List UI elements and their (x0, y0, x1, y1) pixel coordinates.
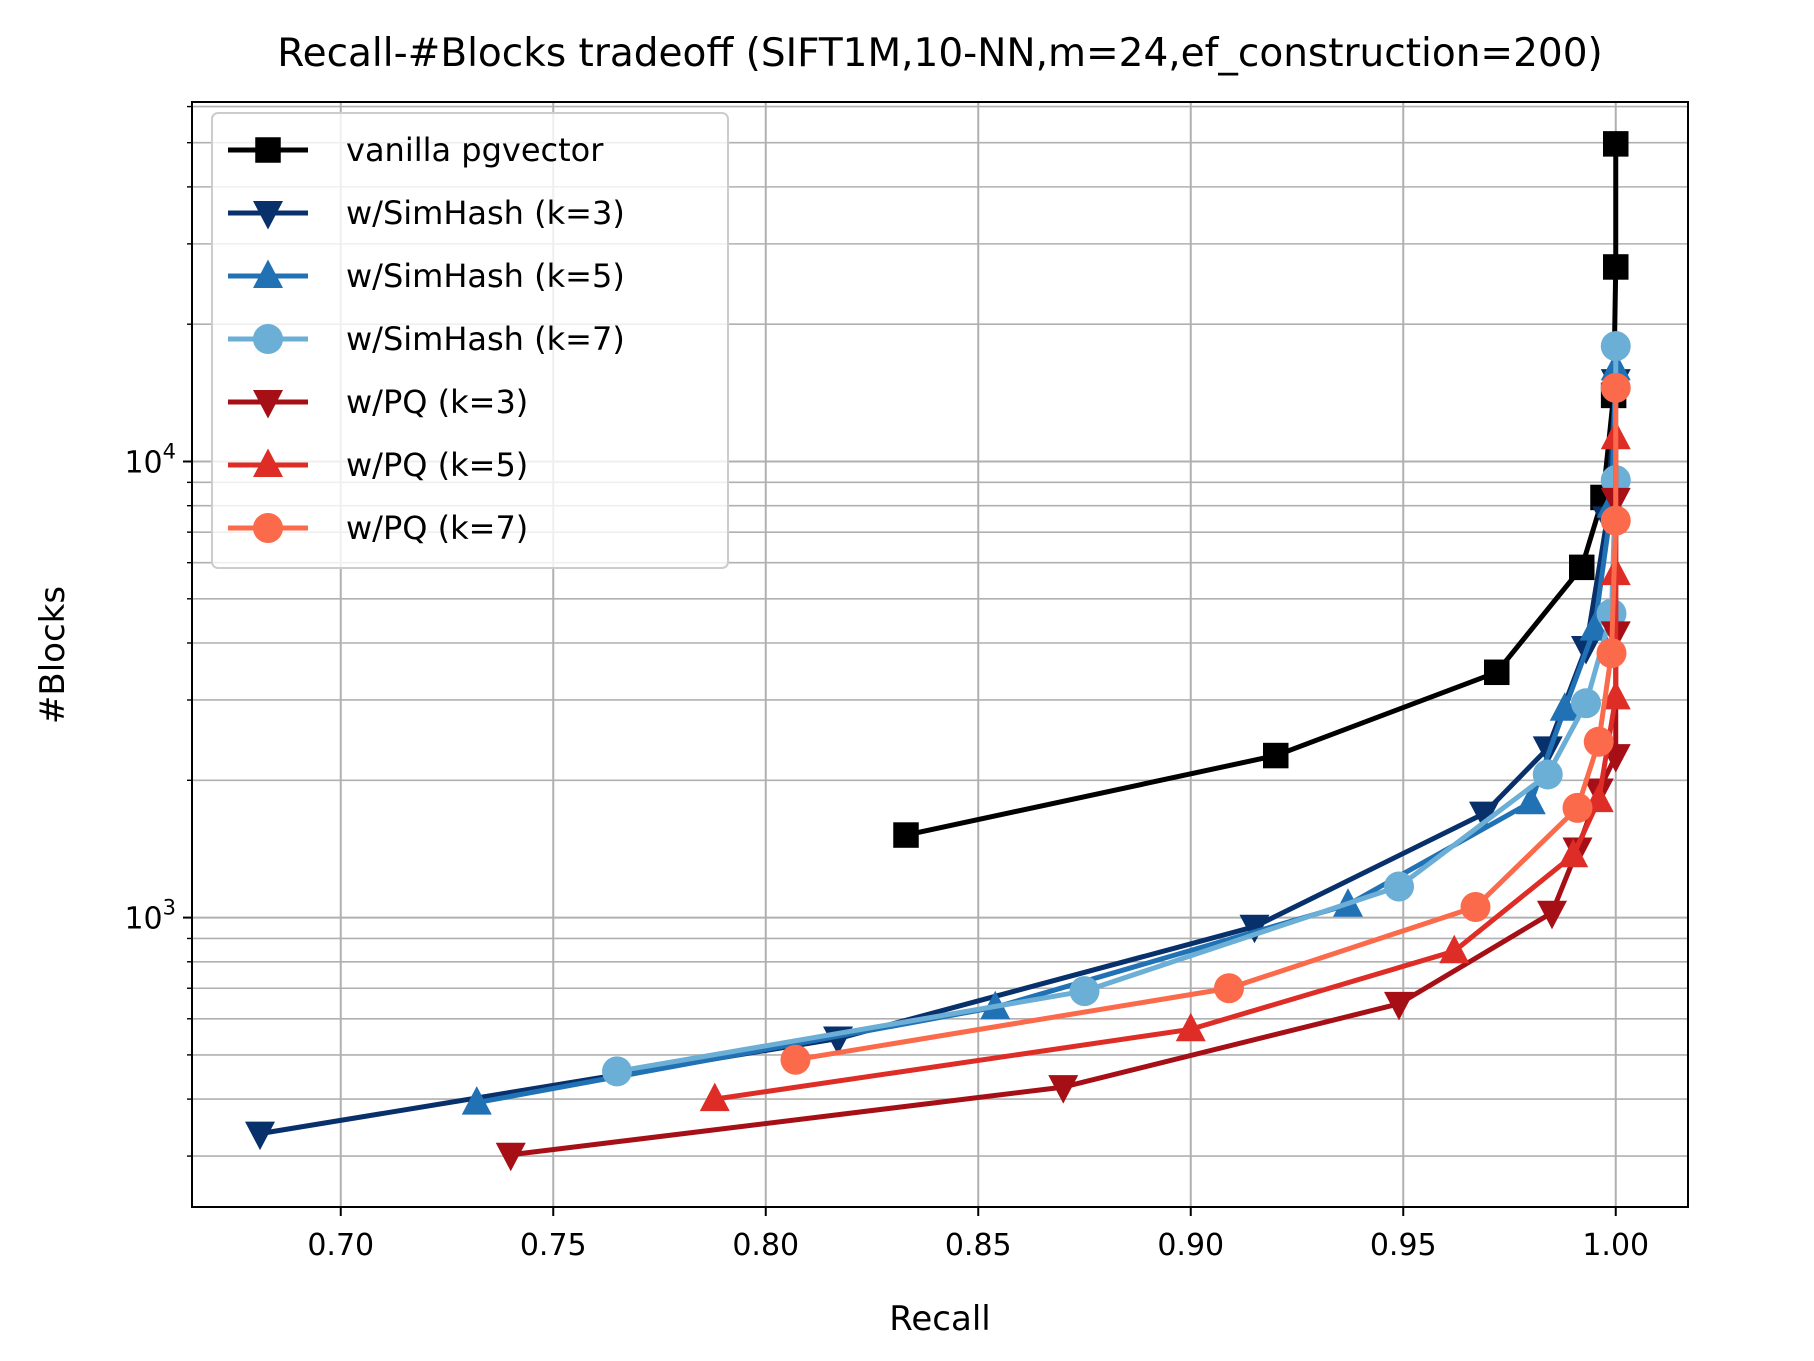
y-axis-label: #Blocks (33, 586, 73, 724)
circle-marker (1384, 871, 1414, 902)
legend: vanilla pgvector w/SimHash (k=3) w/SimHash… (211, 112, 729, 569)
triangle-up-marker (699, 1082, 730, 1112)
circle-marker (1460, 891, 1491, 922)
x-tick-label: 0.75 (520, 1228, 587, 1263)
y-tick-exponent: 4 (163, 439, 176, 463)
legend-label: vanilla pgvector (346, 131, 604, 169)
circle-marker (1596, 638, 1627, 669)
square-marker (893, 822, 919, 848)
grid (192, 102, 1688, 1207)
legend-label: w/SimHash (k=7) (346, 320, 625, 358)
y-tick-label: 104 (124, 439, 176, 480)
y-tick-label: 103 (124, 896, 176, 937)
triangle-up-marker (1439, 934, 1470, 964)
chart-title: Recall-#Blocks tradeoff (SIFT1M,10-NN,m=… (277, 31, 1603, 76)
triangle-down-marker (1239, 914, 1270, 944)
legend-label: w/PQ (k=5) (346, 446, 528, 484)
circle-marker (1600, 372, 1631, 403)
legend-item: vanilla pgvector (228, 131, 604, 169)
x-tick-label: 0.90 (1157, 1228, 1224, 1263)
legend-item: w/SimHash (k=5) (228, 257, 625, 295)
series-6 (780, 372, 1631, 1075)
square-marker (1603, 131, 1629, 157)
x-tick-label: 0.95 (1370, 1228, 1437, 1263)
circle-marker (1571, 688, 1601, 719)
circle-marker (1600, 331, 1631, 362)
legend-label: w/PQ (k=3) (346, 383, 528, 421)
legend-label: w/SimHash (k=5) (346, 257, 625, 295)
triangle-up-marker (253, 448, 283, 477)
series-layer (245, 131, 1631, 1172)
triangle-up-marker (1175, 1012, 1206, 1042)
series-line (795, 387, 1619, 1063)
x-axis-label: Recall (889, 1299, 990, 1339)
x-tick-label: 0.70 (307, 1228, 374, 1263)
x-tick-label: 0.85 (945, 1228, 1012, 1263)
triangle-up-marker (253, 259, 283, 288)
triangle-down-marker (245, 1121, 275, 1151)
legend-label: w/PQ (k=7) (346, 509, 528, 547)
series-line (905, 143, 1619, 838)
triangle-up-marker (1558, 838, 1589, 868)
circle-marker (1069, 976, 1100, 1007)
series-5 (699, 420, 1631, 1112)
square-marker (1569, 554, 1595, 581)
legend-item: w/SimHash (k=3) (228, 194, 625, 232)
square-marker (1603, 254, 1629, 280)
triangle-up-marker (1600, 680, 1631, 710)
legend-item: w/SimHash (k=7) (228, 320, 625, 358)
legend-item: w/PQ (k=7) (228, 509, 528, 547)
circle-marker (1583, 726, 1614, 757)
circle-marker (1562, 792, 1593, 823)
triangle-up-marker (1515, 785, 1546, 815)
y-tick-base: 10 (124, 445, 162, 480)
triangle-up-marker (1549, 692, 1580, 721)
square-marker (1484, 659, 1510, 686)
circle-marker (1600, 505, 1631, 536)
legend-label: w/SimHash (k=3) (346, 194, 625, 232)
circle-marker (253, 324, 283, 354)
circle-marker (253, 513, 283, 543)
x-tick-label: 1.00 (1582, 1228, 1649, 1263)
triangle-up-marker (461, 1086, 492, 1115)
legend-item: w/PQ (k=5) (228, 446, 528, 484)
legend-box (211, 112, 729, 569)
triangle-down-marker (1537, 900, 1567, 930)
square-marker (255, 137, 281, 163)
y-tick-base: 10 (124, 902, 162, 937)
triangle-down-marker (495, 1142, 526, 1172)
triangle-down-marker (1384, 991, 1414, 1021)
legend-item: w/PQ (k=3) (228, 383, 528, 421)
triangle-down-marker (253, 201, 283, 230)
circle-marker (602, 1056, 632, 1087)
y-tick-exponent: 3 (163, 896, 176, 920)
series-0 (893, 131, 1629, 848)
plot-frame (191, 101, 1689, 1208)
circle-marker (780, 1044, 811, 1075)
triangle-up-marker (1579, 612, 1610, 641)
circle-marker (1532, 759, 1563, 790)
x-tick-label: 0.80 (732, 1228, 799, 1263)
circle-marker (1214, 973, 1244, 1004)
triangle-down-marker (253, 390, 283, 419)
square-marker (1263, 742, 1289, 769)
triangle-down-marker (1048, 1075, 1079, 1104)
triangle-down-marker (1469, 801, 1499, 831)
